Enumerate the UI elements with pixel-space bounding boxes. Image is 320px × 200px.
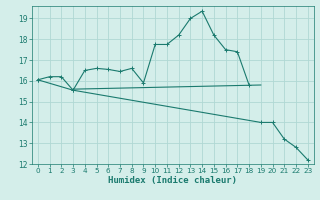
X-axis label: Humidex (Indice chaleur): Humidex (Indice chaleur)	[108, 176, 237, 185]
